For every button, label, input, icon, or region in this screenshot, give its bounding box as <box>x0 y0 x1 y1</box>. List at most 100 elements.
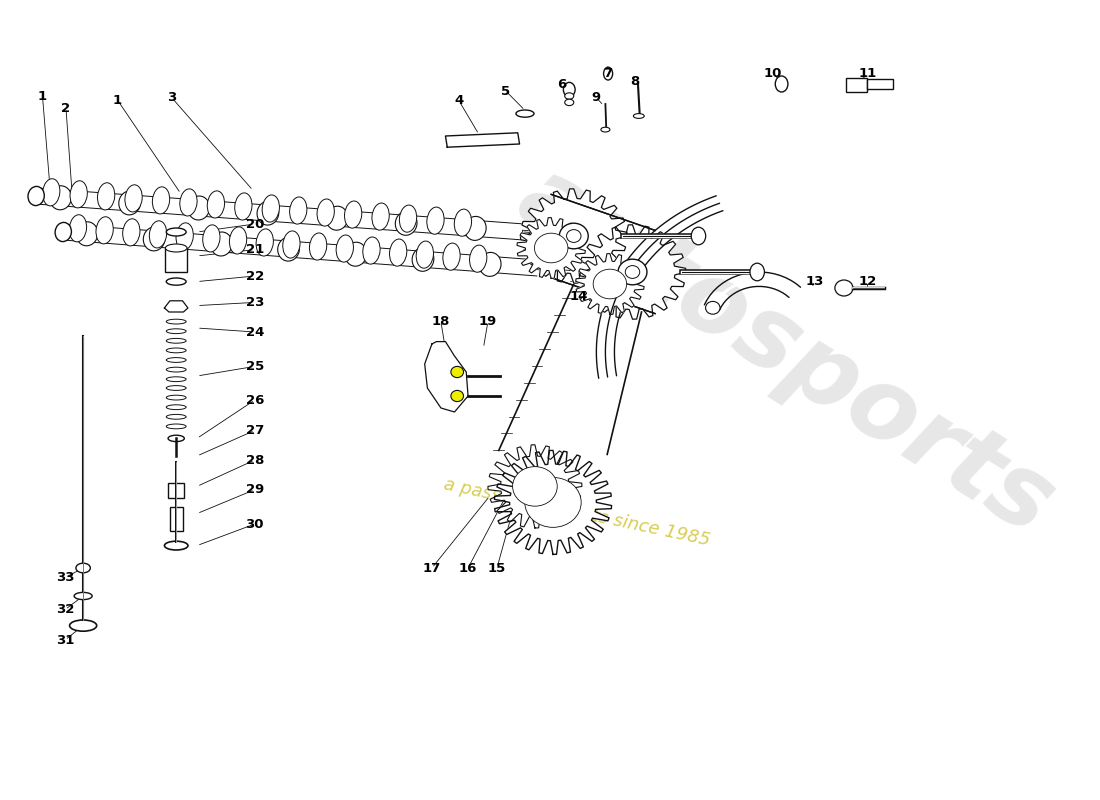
Ellipse shape <box>166 329 186 334</box>
Ellipse shape <box>166 424 186 429</box>
Bar <box>165 248 187 272</box>
Ellipse shape <box>395 211 417 235</box>
Ellipse shape <box>166 367 186 372</box>
Ellipse shape <box>601 127 609 132</box>
Text: 4: 4 <box>454 94 463 107</box>
Text: a passion for parts since 1985: a passion for parts since 1985 <box>441 475 712 549</box>
Ellipse shape <box>69 620 97 631</box>
Ellipse shape <box>188 196 210 220</box>
Text: 23: 23 <box>245 296 264 309</box>
Polygon shape <box>575 254 645 314</box>
Circle shape <box>559 223 588 249</box>
Text: 30: 30 <box>245 518 264 530</box>
Ellipse shape <box>166 228 186 236</box>
Ellipse shape <box>166 377 186 382</box>
Ellipse shape <box>427 207 444 234</box>
Text: 1: 1 <box>37 90 47 102</box>
Text: 3: 3 <box>167 91 176 104</box>
Ellipse shape <box>234 193 252 220</box>
Ellipse shape <box>317 199 334 226</box>
Bar <box>168 483 185 498</box>
Text: 12: 12 <box>858 275 877 288</box>
Ellipse shape <box>98 182 114 210</box>
Ellipse shape <box>289 197 307 224</box>
Circle shape <box>835 280 852 296</box>
Text: 28: 28 <box>245 454 264 466</box>
Text: 33: 33 <box>56 571 75 584</box>
Ellipse shape <box>691 227 706 245</box>
Ellipse shape <box>277 237 299 261</box>
Circle shape <box>525 478 581 527</box>
Text: 27: 27 <box>245 424 264 437</box>
Ellipse shape <box>143 227 165 251</box>
Ellipse shape <box>344 201 362 228</box>
Text: autosports: autosports <box>500 149 1070 555</box>
Ellipse shape <box>564 99 574 106</box>
Text: 10: 10 <box>763 67 782 80</box>
Ellipse shape <box>412 247 433 271</box>
Ellipse shape <box>69 214 87 242</box>
Ellipse shape <box>179 189 197 216</box>
Text: 32: 32 <box>56 603 74 616</box>
Ellipse shape <box>123 218 140 246</box>
Ellipse shape <box>96 217 113 244</box>
Circle shape <box>522 476 547 497</box>
Circle shape <box>538 489 569 516</box>
Ellipse shape <box>166 386 186 390</box>
Text: 20: 20 <box>245 218 264 230</box>
Text: 5: 5 <box>502 85 510 98</box>
Ellipse shape <box>166 358 186 362</box>
Text: 24: 24 <box>245 326 264 338</box>
Circle shape <box>601 276 619 292</box>
Ellipse shape <box>309 233 327 260</box>
Ellipse shape <box>70 181 87 208</box>
Ellipse shape <box>516 110 534 118</box>
Ellipse shape <box>480 253 502 276</box>
Ellipse shape <box>168 435 185 442</box>
Ellipse shape <box>150 221 166 248</box>
Text: 29: 29 <box>245 483 264 496</box>
Text: 6: 6 <box>558 78 566 90</box>
Text: 8: 8 <box>630 75 640 88</box>
Circle shape <box>566 230 581 242</box>
Ellipse shape <box>28 186 44 206</box>
Text: 16: 16 <box>459 562 477 574</box>
Ellipse shape <box>363 237 381 264</box>
Ellipse shape <box>230 227 246 254</box>
Bar <box>846 78 868 92</box>
Text: 31: 31 <box>56 634 74 646</box>
Circle shape <box>618 259 647 285</box>
Ellipse shape <box>564 93 574 99</box>
Ellipse shape <box>166 395 186 400</box>
Circle shape <box>513 466 558 506</box>
Circle shape <box>535 233 568 263</box>
Ellipse shape <box>327 206 348 230</box>
Text: 2: 2 <box>62 102 70 114</box>
Circle shape <box>451 390 463 402</box>
Text: 22: 22 <box>245 270 264 282</box>
Polygon shape <box>580 225 685 319</box>
Text: 9: 9 <box>592 91 601 104</box>
Ellipse shape <box>563 82 575 97</box>
Ellipse shape <box>166 278 186 286</box>
Ellipse shape <box>166 319 186 324</box>
Ellipse shape <box>55 222 72 242</box>
Text: 13: 13 <box>806 275 824 288</box>
Circle shape <box>542 240 560 256</box>
Text: 7: 7 <box>603 67 612 80</box>
Circle shape <box>625 266 640 278</box>
Ellipse shape <box>166 405 186 410</box>
Polygon shape <box>517 218 585 278</box>
Ellipse shape <box>262 195 279 222</box>
Polygon shape <box>520 189 627 283</box>
Ellipse shape <box>776 76 788 92</box>
Ellipse shape <box>257 201 278 225</box>
Ellipse shape <box>74 592 92 600</box>
Ellipse shape <box>165 244 187 252</box>
Text: 17: 17 <box>422 562 441 574</box>
Ellipse shape <box>750 263 764 281</box>
Ellipse shape <box>389 239 407 266</box>
Ellipse shape <box>176 223 194 250</box>
Ellipse shape <box>399 205 417 232</box>
Bar <box>868 79 893 89</box>
